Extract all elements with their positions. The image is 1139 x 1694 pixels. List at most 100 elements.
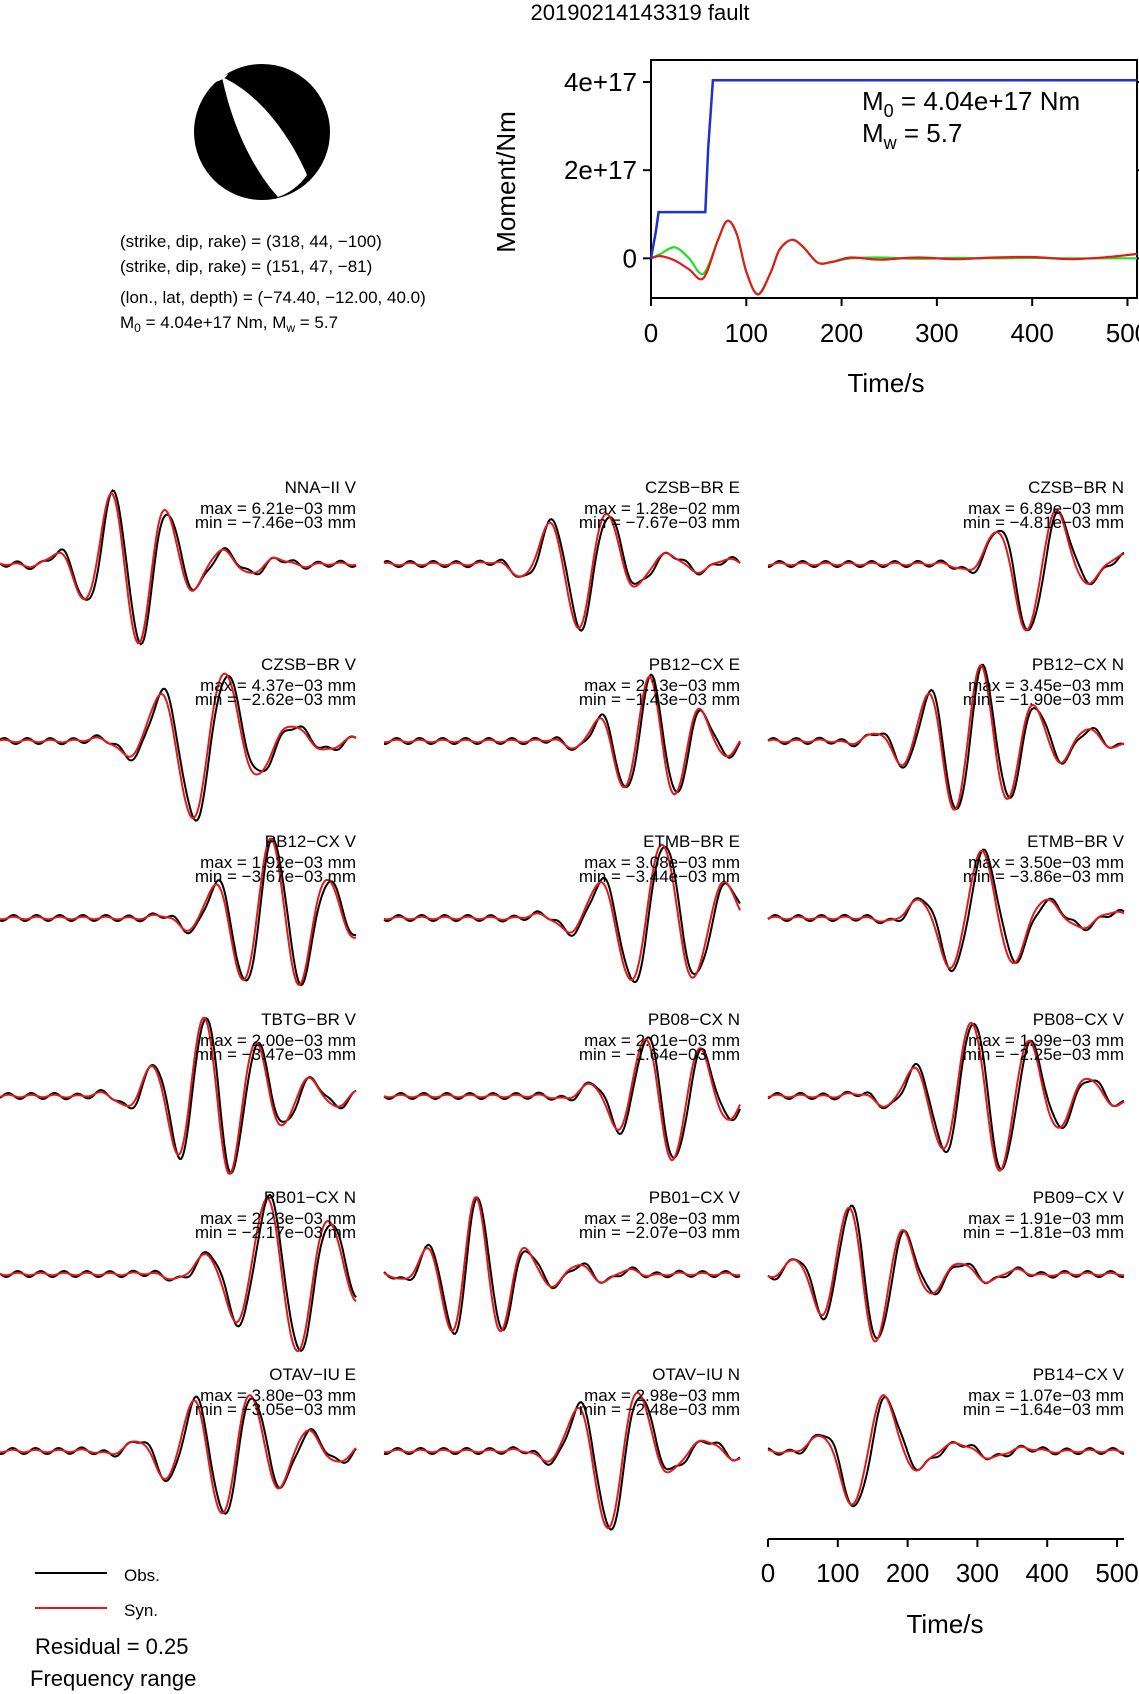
- synthetic-waveform: [383, 1038, 741, 1162]
- station-label: PB01−CX N: [264, 1188, 356, 1207]
- moment-ytick-label: 4e+17: [564, 67, 637, 97]
- moment-xtick-label: 0: [644, 318, 658, 348]
- synthetic-waveform: [383, 512, 741, 630]
- waveform-max-label: max = 1.91e−03 mm: [968, 1209, 1124, 1228]
- synthetic-waveform: [0, 672, 357, 820]
- station-label: CZSB−BR N: [1028, 478, 1124, 497]
- waveform-max-label: max = 3.80e−03 mm: [200, 1386, 356, 1405]
- synthetic-waveform: [767, 508, 1125, 632]
- observed-waveform: [383, 516, 741, 632]
- observed-waveform: [767, 1396, 1125, 1508]
- station-label: PB12−CX V: [265, 832, 357, 851]
- station-label: PB08−CX V: [1033, 1010, 1125, 1029]
- waveform-min-label: min = −2.48e−03 mm: [579, 1400, 740, 1419]
- moment-rate-plot: 0 100 200 300 400 500 0 2e+17 4e+17 Moment/Nm Ti…: [491, 59, 1139, 398]
- focal-mechanism-beachball: [194, 64, 330, 200]
- waveform-min-label: min = −2.07e−03 mm: [579, 1223, 740, 1242]
- plane2-text: (strike, dip, rake) = (151, 47, −81): [120, 257, 372, 276]
- waveform-max-label: max = 2.01e−03 mm: [584, 1031, 740, 1050]
- waveform-min-label: min = −7.67e−03 mm: [579, 513, 740, 532]
- waveform-min-label: min = −2.17e−03 mm: [195, 1223, 356, 1242]
- synthetic-waveform: [384, 675, 741, 796]
- frequency-range-text: Frequency range: [30, 1666, 196, 1691]
- cumulative-moment-line: [649, 79, 1137, 259]
- synthetic-waveform: [0, 1197, 357, 1353]
- station-label: CZSB−BR E: [645, 478, 740, 497]
- moment-xtick-label: 200: [820, 318, 863, 348]
- waveform-max-label: max = 3.08e−03 mm: [584, 853, 740, 872]
- station-label: ETMB−BR V: [1027, 832, 1124, 851]
- station-label: PB08−CX N: [648, 1010, 740, 1029]
- moment-ytick-label: 0: [623, 243, 637, 273]
- legend-syn-label: Syn.: [124, 1601, 158, 1620]
- moment-plot-lines: [649, 79, 1138, 296]
- observed-waveform: [383, 673, 741, 794]
- residual-text: Residual = 0.25: [35, 1634, 189, 1659]
- waveform-min-label: min = −3.86e−03 mm: [963, 867, 1124, 886]
- waveform-min-label: min = −2.25e−03 mm: [963, 1045, 1124, 1064]
- waveform-min-label: min = −1.81e−03 mm: [963, 1223, 1124, 1242]
- synthetic-waveform: [0, 491, 357, 645]
- waveform-max-label: max = 1.99e−03 mm: [968, 1031, 1124, 1050]
- plane1-text: (strike, dip, rake) = (318, 44, −100): [120, 232, 382, 251]
- waveform-xtick-label: 400: [1026, 1558, 1069, 1588]
- waveform-max-label: max = 1.07e−03 mm: [968, 1386, 1124, 1405]
- synthetic-waveform: [767, 849, 1125, 970]
- waveform-xtick-label: 200: [886, 1558, 929, 1588]
- waveform-max-label: max = 2.08e−03 mm: [584, 1209, 740, 1228]
- observed-waveform: [383, 1396, 741, 1531]
- waveform-max-label: max = 6.89e−03 mm: [968, 499, 1124, 518]
- station-label: OTAV−IU E: [269, 1365, 356, 1384]
- observed-waveform: [0, 1395, 357, 1515]
- moment-plot-frame: [650, 59, 1138, 299]
- moment-ylabel: Moment/Nm: [491, 111, 521, 253]
- synthetic-waveform: [0, 837, 357, 987]
- moment-rate-green-line: [650, 219, 1137, 296]
- moment-ytick-label: 2e+17: [564, 155, 637, 185]
- synthetic-waveform: [767, 1394, 1125, 1506]
- waveform-max-label: max = 6.21e−03 mm: [200, 499, 356, 518]
- synthetic-waveform: [0, 1016, 357, 1176]
- synthetic-waveform: [767, 664, 1125, 811]
- waveform-min-label: min = −2.62e−03 mm: [195, 690, 356, 709]
- station-label: TBTG−BR V: [261, 1010, 357, 1029]
- moment-mw-annotation: Mw = 5.7: [862, 118, 962, 153]
- waveform-min-label: min = −4.81e−03 mm: [963, 513, 1124, 532]
- moment-rate-red-line: [650, 219, 1138, 296]
- observed-waveform: [383, 845, 741, 984]
- station-label: PB09−CX V: [1033, 1188, 1125, 1207]
- moment-xlabel: Time/s: [847, 368, 924, 398]
- waveform-min-label: min = −3.47e−03 mm: [195, 1045, 356, 1064]
- station-label: NNA−II V: [285, 478, 357, 497]
- waveform-max-label: max = 4.37e−03 mm: [200, 676, 356, 695]
- synthetic-waveform: [767, 1206, 1125, 1343]
- figure-title: 20190214143319 fault: [531, 0, 750, 25]
- legend: Obs. Syn. Residual = 0.25 Frequency rang…: [30, 1566, 196, 1691]
- waveform-min-label: min = −1.43e−03 mm: [579, 690, 740, 709]
- moment-xtick-label: 300: [915, 318, 958, 348]
- waveform-min-label: min = −1.64e−03 mm: [963, 1400, 1124, 1419]
- waveform-max-label: max = 2.23e−03 mm: [200, 1209, 356, 1228]
- waveform-xtick-label: 300: [956, 1558, 999, 1588]
- synthetic-waveform: [383, 843, 741, 982]
- station-label: ETMB−BR E: [643, 832, 740, 851]
- synthetic-waveform: [767, 1021, 1125, 1172]
- waveform-max-label: max = 1.92e−03 mm: [200, 853, 356, 872]
- beachball-dilatation: [222, 77, 307, 197]
- waveform-max-label: max = 3.45e−03 mm: [968, 676, 1124, 695]
- station-label: PB14−CX V: [1033, 1365, 1125, 1384]
- waveform-max-label: max = 2.00e−03 mm: [200, 1031, 356, 1050]
